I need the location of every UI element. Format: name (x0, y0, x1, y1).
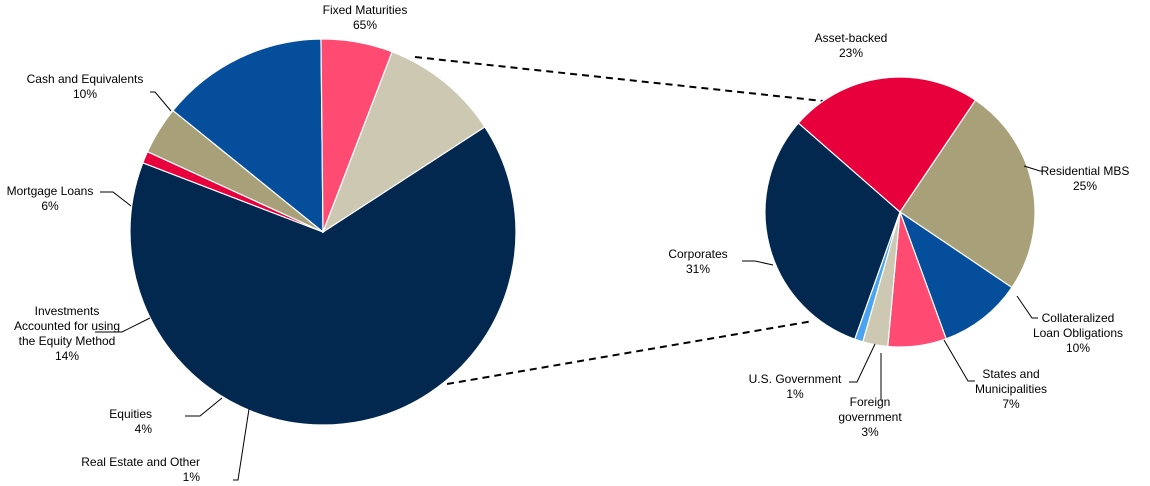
pie-slice-fixed-maturities (129, 126, 517, 426)
slice-name: Collateralized (1042, 311, 1115, 325)
leader-line-corporates (742, 260, 774, 266)
slice-name: U.S. Government (749, 372, 842, 386)
data-label-fixed-maturities: Fixed Maturities 65% (323, 3, 408, 32)
connector-line-bottom (446, 320, 814, 385)
data-label-corporates: Corporates 31% (668, 247, 727, 276)
pie-slice-collateralized-loan-obligations (898, 210, 1013, 340)
slice-name: Equities (109, 407, 152, 421)
slice-name: Residential MBS (1041, 164, 1130, 178)
breakdown-pie (764, 76, 1036, 348)
pie-slice-corporates (764, 122, 901, 340)
breakout-connectors (414, 56, 824, 385)
leader-line-cash-and-equivalents (150, 91, 172, 112)
data-label-u-s-government: U.S. Government 1% (749, 372, 842, 401)
pie-slice-cash-and-equivalents (321, 51, 486, 234)
slice-percent: 1% (183, 470, 201, 484)
slice-percent: 10% (73, 87, 97, 101)
data-label-foreign-government: Foreign government 3% (838, 395, 902, 439)
slice-name: Mortgage Loans (7, 184, 94, 198)
slice-labels: Fixed Maturities 65% Real Estate and Other… (7, 3, 1130, 484)
slice-percent: 65% (353, 18, 377, 32)
slice-percent: 3% (861, 425, 879, 439)
slice-percent: 25% (1073, 179, 1097, 193)
data-label-collateralized-loan-obligations: Collateralized Loan Obligations 10% (1033, 311, 1123, 355)
slice-percent: 31% (686, 262, 710, 276)
leader-line-real-estate-and-other (233, 408, 250, 481)
leader-line-investments-accounted-for-using-the-equity-method (95, 317, 151, 333)
leader-line-mortgage-loans (100, 191, 132, 207)
connector-line-top (414, 56, 824, 102)
slice-percent: 6% (41, 199, 59, 213)
data-label-real-estate-and-other: Real Estate and Other 1% (81, 455, 200, 484)
data-label-residential-mbs: Residential MBS 25% (1041, 164, 1130, 193)
slice-percent: 23% (839, 46, 863, 60)
data-label-equities: Equities 4% (109, 407, 152, 436)
slice-percent: 14% (55, 349, 79, 363)
slice-name: government (838, 410, 902, 424)
leader-line-collateralized-loan-obligations (1016, 295, 1038, 319)
pie-slice-asset-backed (797, 76, 977, 213)
data-label-cash-and-equivalents: Cash and Equivalents 10% (27, 72, 144, 101)
leader-line-u-s-government (849, 343, 876, 383)
leader-line-residential-mbs (1023, 165, 1046, 172)
slice-percent: 1% (786, 387, 804, 401)
slice-name: Fixed Maturities (323, 3, 408, 17)
data-label-states-and-municipalities: States and Municipalities 7% (975, 367, 1047, 411)
slice-name: the Equity Method (19, 334, 116, 348)
slice-name: Investments (35, 304, 100, 318)
slice-name: Asset-backed (815, 31, 888, 45)
data-label-mortgage-loans: Mortgage Loans 6% (7, 184, 94, 213)
slice-name: Cash and Equivalents (27, 72, 144, 86)
slice-name: Foreign (850, 395, 891, 409)
slice-name: Real Estate and Other (81, 455, 200, 469)
slice-percent: 7% (1002, 397, 1020, 411)
slice-name: Corporates (668, 247, 727, 261)
pie-slice-investments-accounted-for-using-the-equity-method (172, 38, 324, 234)
slice-name: States and (982, 367, 1039, 381)
pie-slice-residential-mbs (899, 99, 1036, 289)
leader-line-states-and-municipalities (943, 339, 975, 382)
data-label-asset-backed: Asset-backed 23% (815, 31, 888, 60)
slice-percent: 4% (135, 422, 153, 436)
leader-line-equities (185, 397, 223, 417)
main-pie (129, 38, 517, 426)
slice-name: Municipalities (975, 382, 1047, 396)
slice-name: Accounted for using (14, 319, 120, 333)
slice-percent: 10% (1066, 341, 1090, 355)
slice-name: Loan Obligations (1033, 326, 1123, 340)
data-label-investments-accounted-for-using-the-equity-method: Investments Accounted for using the Equity… (14, 304, 120, 363)
